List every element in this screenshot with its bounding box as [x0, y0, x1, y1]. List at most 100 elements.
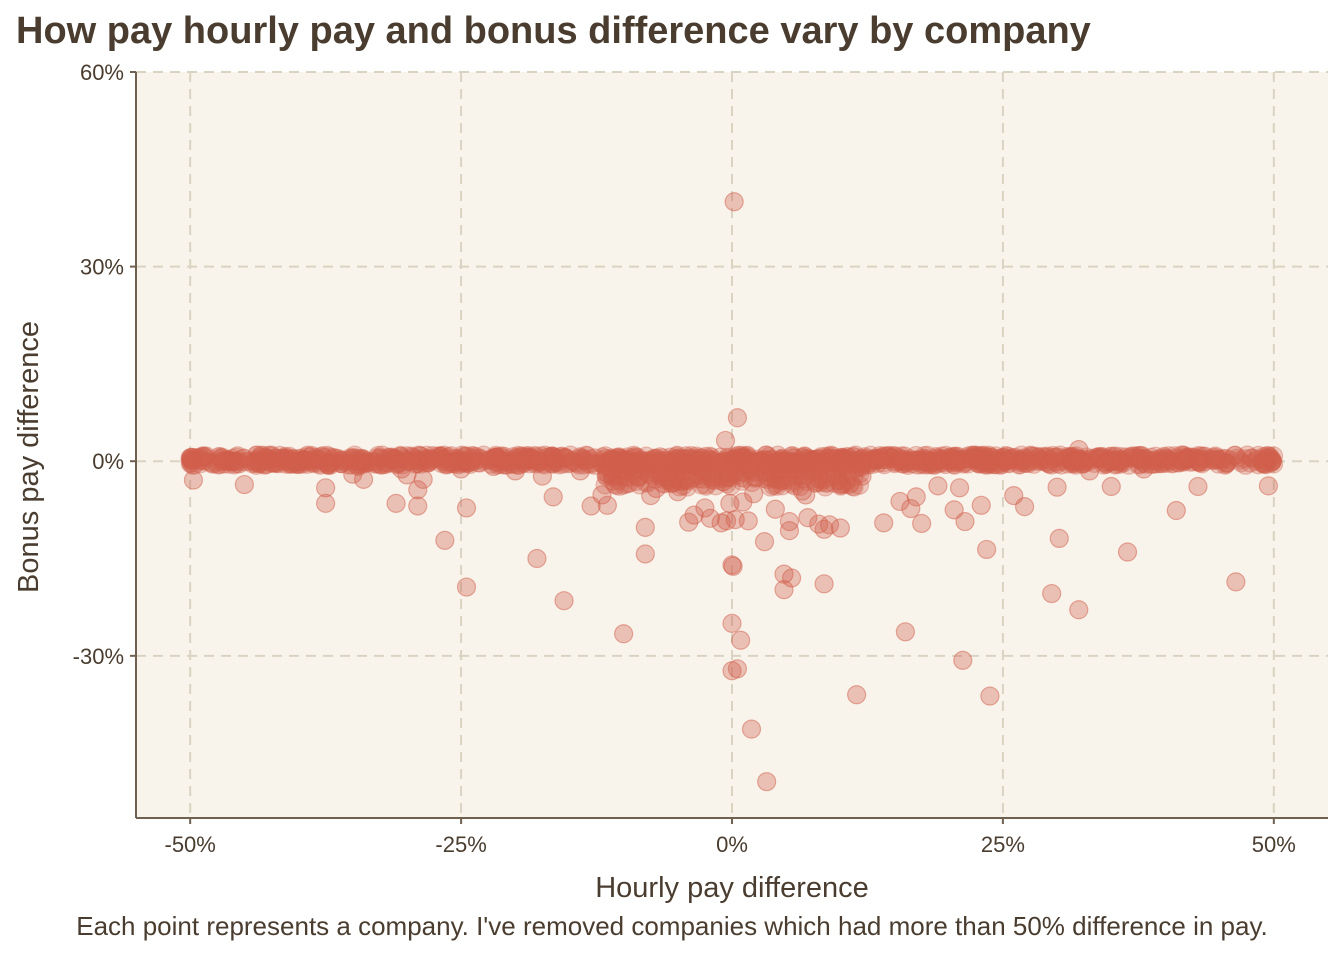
data-point — [1158, 449, 1179, 469]
data-point — [809, 514, 829, 534]
data-point — [839, 447, 859, 468]
data-point — [1204, 450, 1224, 470]
data-point — [1058, 454, 1078, 474]
data-point — [733, 454, 754, 474]
data-point — [978, 453, 999, 473]
data-point — [914, 448, 934, 468]
data-point — [733, 462, 753, 482]
data-point — [721, 476, 741, 496]
data-point — [795, 446, 815, 467]
data-point — [826, 449, 847, 469]
data-point — [1260, 446, 1280, 467]
data-point — [789, 453, 809, 473]
data-point — [546, 452, 566, 472]
data-point — [953, 454, 973, 474]
data-point — [1146, 446, 1166, 466]
data-point — [696, 475, 716, 495]
data-point — [478, 450, 499, 470]
data-point — [456, 453, 477, 474]
data-point — [671, 454, 691, 474]
data-point — [762, 468, 782, 488]
data-point — [610, 460, 630, 480]
data-point — [754, 468, 774, 489]
data-point — [716, 451, 736, 472]
data-point — [832, 474, 852, 495]
data-point — [693, 469, 713, 489]
y-tick-label: 0% — [92, 449, 124, 474]
data-point — [632, 452, 652, 473]
data-point — [505, 451, 525, 471]
data-point — [701, 451, 721, 471]
data-point — [894, 449, 914, 470]
data-point — [602, 448, 622, 468]
data-point — [320, 455, 341, 475]
data-point — [881, 447, 901, 467]
data-point — [686, 455, 707, 475]
data-point — [837, 449, 857, 469]
data-point — [928, 448, 948, 468]
data-point — [819, 515, 840, 535]
data-point — [744, 484, 764, 504]
data-point — [1165, 446, 1185, 466]
data-point — [847, 685, 867, 705]
data-point — [821, 445, 841, 465]
data-point — [745, 452, 765, 473]
data-point — [1203, 447, 1223, 467]
data-point — [896, 453, 916, 473]
data-point — [1002, 449, 1022, 469]
data-point — [452, 452, 472, 472]
data-point — [736, 450, 756, 470]
data-point — [831, 452, 851, 472]
data-point — [872, 447, 893, 467]
data-point — [975, 455, 995, 475]
data-point — [183, 470, 204, 490]
data-point — [1225, 445, 1245, 465]
data-point — [1088, 447, 1108, 467]
data-point — [927, 448, 947, 468]
data-point — [692, 461, 712, 481]
data-point — [1039, 454, 1059, 474]
data-point — [921, 451, 941, 471]
data-point — [620, 454, 641, 474]
data-point — [666, 453, 686, 474]
data-point — [525, 447, 546, 467]
data-point — [695, 498, 715, 518]
data-point — [728, 465, 748, 485]
data-point — [1093, 446, 1113, 467]
data-point — [543, 447, 563, 467]
data-point — [578, 454, 598, 474]
data-point — [460, 454, 480, 475]
data-point — [803, 461, 823, 481]
data-point — [1005, 447, 1025, 467]
data-point — [597, 495, 617, 515]
data-point — [726, 450, 746, 470]
data-point — [304, 454, 324, 474]
data-point — [537, 447, 557, 467]
data-point — [683, 467, 703, 487]
data-point — [922, 453, 943, 473]
data-point — [1173, 452, 1194, 472]
data-point — [658, 466, 678, 486]
data-point — [912, 453, 932, 474]
data-point — [845, 445, 866, 465]
data-point — [1090, 449, 1110, 469]
data-point — [830, 466, 851, 487]
data-point — [866, 449, 887, 470]
data-point — [739, 458, 759, 479]
data-point — [722, 555, 742, 575]
data-point — [596, 457, 617, 477]
data-point — [1172, 450, 1192, 471]
data-point — [672, 456, 692, 476]
data-point — [463, 448, 483, 468]
data-point — [837, 446, 857, 467]
data-point — [278, 450, 298, 471]
axes: -50% -25% 0% 25% 50% -30% 0% 30% 60% — [73, 60, 1328, 857]
data-point — [884, 446, 904, 466]
data-point — [1171, 450, 1191, 470]
data-point — [709, 453, 729, 473]
data-point — [1111, 446, 1131, 467]
data-point — [180, 454, 200, 474]
data-point — [801, 463, 822, 484]
data-point — [1111, 450, 1131, 470]
data-point — [1113, 453, 1133, 473]
